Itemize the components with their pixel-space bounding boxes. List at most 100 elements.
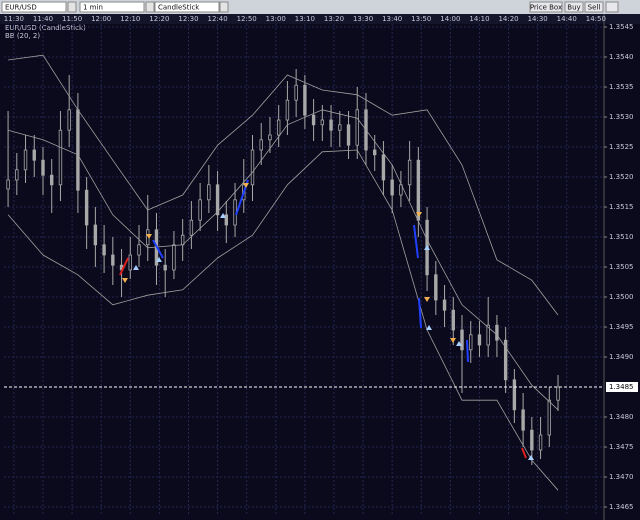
y-tick-label: 1.3540 [609,53,634,61]
dropdown-arrow[interactable] [67,1,77,13]
signal-line [413,224,419,259]
x-tick-label: 14:00 [440,15,460,23]
y-tick-label: 1.3490 [609,353,634,361]
bollinger-band [8,54,559,316]
candle-body [460,329,464,351]
candle-body [442,299,447,311]
y-tick-label: 1.3475 [609,443,634,451]
candle-body [338,124,342,131]
button[interactable] [564,1,584,13]
x-tick-label: 11:50 [62,15,82,23]
button-text: Buy [567,4,580,12]
candle-body [6,179,10,190]
candle-body [495,324,499,341]
x-tick-label: 13:30 [353,15,373,23]
candle-body [303,84,307,116]
chart-type-select[interactable] [154,1,220,13]
button-text: Price Box [530,4,562,12]
candle-body [189,219,194,236]
x-tick-label: 14:40 [557,15,577,23]
candle-body [250,149,255,186]
candle-body [512,379,517,411]
signal-line [466,339,469,363]
candle-body [477,334,482,346]
candle-body [128,254,132,271]
candle-body [268,134,272,141]
signal-line [418,297,422,329]
y-tick-label: 1.3480 [609,413,634,421]
candle-body [102,244,106,256]
candle-body [215,184,220,216]
dropdown-arrow[interactable] [145,1,155,13]
candle-body [50,174,54,186]
x-tick-label: 13:20 [324,15,344,23]
x-tick-label: 14:10 [469,15,489,23]
x-tick-label: 13:00 [266,15,286,23]
candle-body [259,139,263,151]
symbol-select[interactable] [1,1,67,13]
candle-body [58,129,63,186]
candle-body [198,199,202,221]
candle-body [172,244,176,271]
x-tick-label: 12:50 [237,15,257,23]
candle-body [285,99,290,121]
candle-body [381,154,386,181]
candle-body [373,149,377,156]
candle-body [180,234,185,246]
candle-body [434,274,438,301]
candle-body [521,409,525,431]
y-tick-label: 1.3465 [609,503,634,511]
dropdown-arrow[interactable] [219,1,229,13]
indicator-label: BB (20, 2) [5,32,40,40]
y-tick-label: 1.3470 [609,473,634,481]
candle-body [503,339,508,381]
y-tick-label: 1.3495 [609,323,634,331]
candle-body [137,244,141,256]
candle-body [41,159,45,176]
candle-body [320,119,325,126]
candle-body [276,119,281,136]
last-price-box [606,382,638,392]
signal-line [521,447,527,459]
x-tick-label: 12:30 [178,15,198,23]
button[interactable] [529,1,563,13]
candle-body [556,386,560,401]
signals [119,179,534,460]
chart-title: EUR/USD (CandleStick) [5,24,86,32]
button[interactable] [584,1,604,13]
settings-button[interactable] [605,1,619,13]
candle-body [67,109,71,131]
candle-body [538,434,543,451]
last-price-label: 1.3485 [609,383,634,391]
x-tick-label: 14:50 [586,15,606,23]
candle-body [355,109,359,146]
symbol-text: EUR/USD [5,4,37,12]
toolbar: EUR/USD 1 min CandleStick Price Box Buy … [0,0,640,14]
x-tick-label: 12:00 [91,15,111,23]
y-tick-label: 1.3515 [609,203,634,211]
x-tick-label: 12:20 [149,15,169,23]
x-tick-label: 13:10 [295,15,315,23]
bollinger-band [7,149,559,491]
y-tick-label: 1.3535 [609,83,634,91]
candle-body [416,159,421,221]
x-tick-label: 11:30 [4,15,24,23]
candle-body [23,149,28,171]
candle-body [451,309,455,331]
candle-body [224,214,229,226]
y-tick-label: 1.3520 [609,173,634,181]
x-tick-label: 11:40 [33,15,53,23]
time-axis-strip [0,14,640,24]
candle-body [84,189,89,226]
interval-select[interactable] [79,1,145,13]
candle-body [407,159,412,186]
candle-body [207,184,211,201]
candle-body [469,334,473,351]
bollinger-band [7,109,559,411]
y-tick-label: 1.3505 [609,263,634,271]
x-tick-label: 12:10 [120,15,140,23]
x-tick-label: 12:40 [207,15,227,23]
